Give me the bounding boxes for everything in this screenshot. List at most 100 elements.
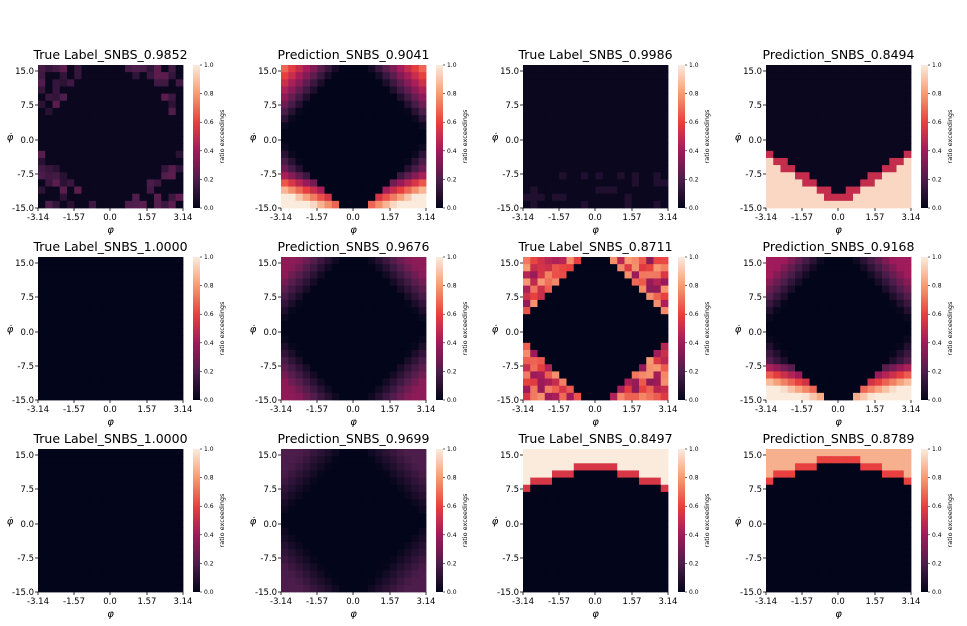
heatmap-cell (88, 193, 97, 202)
heatmap-cell (389, 577, 398, 586)
heatmap-cell (853, 136, 861, 145)
heatmap-cell (766, 357, 774, 365)
heatmap-cell (660, 143, 669, 152)
heatmap-cell (552, 143, 560, 152)
heatmap-cell (346, 150, 354, 159)
heatmap-cell (288, 349, 296, 358)
heatmap-cell (411, 93, 420, 102)
heatmap-cell (824, 299, 832, 308)
heatmap-cell (889, 285, 897, 294)
heatmap-cell (96, 563, 104, 571)
heatmap-cell (766, 321, 774, 329)
heatmap-cell (346, 371, 354, 379)
heatmap-cell (773, 463, 781, 471)
heatmap-cell (896, 72, 905, 80)
heatmap-cell (168, 314, 177, 322)
heatmap-cell (624, 257, 633, 265)
heatmap-cell (780, 314, 789, 322)
heatmap-cell (588, 86, 596, 94)
heatmap-cell (161, 264, 169, 272)
heatmap-cell (544, 549, 553, 557)
heatmap-cell (411, 122, 420, 130)
colorbar-tick-label: 1.0 (447, 446, 457, 453)
heatmap-cell (382, 264, 391, 272)
heatmap-cell (566, 278, 575, 286)
heatmap-cell (889, 364, 897, 372)
heatmap-cell (780, 506, 789, 514)
heatmap-panel: True Label_SNBS_0.871115.07.50.0-7.5-15.… (492, 239, 711, 428)
heatmap-cell (168, 307, 177, 315)
heatmap-cell (96, 278, 104, 286)
heatmap-cell (418, 321, 427, 329)
heatmap-cell (646, 556, 654, 564)
heatmap-cell (552, 342, 560, 351)
heatmap-cell (653, 328, 662, 337)
heatmap-cell (317, 86, 325, 94)
heatmap-cell (154, 136, 162, 145)
heatmap-cell (175, 499, 184, 507)
heatmap-cell (566, 271, 575, 279)
heatmap-cell (375, 278, 383, 286)
heatmap-cell (161, 321, 169, 329)
heatmap-cell (360, 179, 369, 187)
heatmap-cell (780, 157, 789, 166)
heatmap-cell (175, 584, 184, 593)
y-axis-label: φ̇ (250, 132, 257, 144)
heatmap-cell (602, 107, 611, 116)
heatmap-cell (824, 307, 832, 315)
heatmap-cell (809, 385, 818, 394)
heatmap-cell (559, 115, 567, 123)
heatmap-cell (617, 456, 625, 464)
heatmap-cell (530, 484, 538, 493)
heatmap-cell (867, 136, 876, 145)
heatmap-cell (382, 378, 391, 387)
heatmap-cell (81, 186, 90, 195)
heatmap-cell (154, 491, 162, 500)
heatmap-cell (346, 534, 354, 543)
x-tick-label: 0.0 (346, 597, 360, 607)
heatmap-cell (103, 328, 111, 337)
heatmap-cell (903, 385, 912, 394)
heatmap-cell (566, 79, 575, 87)
heatmap-cell (860, 463, 868, 471)
heatmap-cell (52, 79, 61, 87)
heatmap-cell (795, 100, 803, 109)
y-axis-label: φ̇ (492, 516, 499, 528)
heatmap-cell (566, 520, 575, 529)
heatmap-cell (389, 456, 398, 464)
heatmap-cell (795, 179, 803, 187)
heatmap-cell (382, 271, 391, 279)
heatmap-cell (339, 136, 347, 145)
heatmap-cell (552, 328, 560, 337)
heatmap-cell (45, 314, 53, 322)
heatmap-cell (631, 449, 640, 457)
heatmap-cell (853, 456, 861, 464)
heatmap-cell (175, 549, 184, 557)
heatmap-cell (773, 193, 781, 202)
heatmap-cell (766, 143, 774, 152)
heatmap-cell (59, 456, 68, 464)
heatmap-cell (59, 577, 68, 586)
heatmap-cell (146, 292, 155, 301)
heatmap-cell (324, 549, 333, 557)
y-tick-label: -15.0 (740, 204, 762, 214)
y-tick-label: -15.0 (255, 204, 277, 214)
heatmap-cell (809, 285, 818, 294)
heatmap-cell (382, 165, 391, 173)
y-axis-label: φ̇ (7, 516, 14, 528)
colorbar-tick-label: 1.0 (204, 446, 214, 453)
heatmap-cell (411, 463, 420, 471)
heatmap-cell (81, 577, 90, 586)
heatmap-cell (838, 285, 847, 294)
heatmap-cell (617, 506, 625, 514)
heatmap-cell (59, 193, 68, 202)
heatmap-cell (523, 491, 531, 500)
heatmap-cell (831, 463, 839, 471)
heatmap-cell (418, 172, 427, 180)
heatmap-cell (74, 556, 82, 564)
heatmap-cell (132, 285, 140, 294)
heatmap-cell (375, 307, 383, 315)
heatmap-cell (88, 271, 97, 279)
heatmap-cell (154, 584, 162, 593)
heatmap-cell (773, 86, 781, 94)
